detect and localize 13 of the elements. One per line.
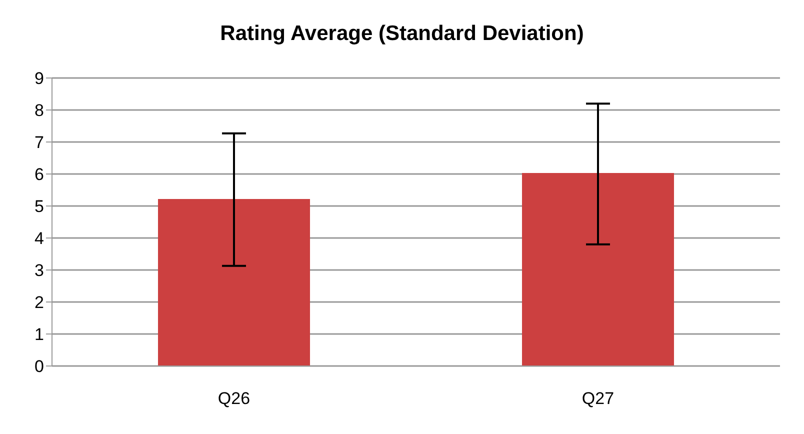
y-tick-label: 7 <box>34 133 44 152</box>
y-tick-label: 3 <box>34 261 44 280</box>
y-tick-label: 5 <box>34 197 44 216</box>
y-tick-label: 0 <box>34 357 44 376</box>
y-tick-label: 9 <box>34 69 44 88</box>
x-tick-label: Q26 <box>218 389 250 408</box>
x-tick-label: Q27 <box>582 389 614 408</box>
y-tick-label: 4 <box>34 229 44 248</box>
y-tick-label: 6 <box>34 165 44 184</box>
y-tick-label: 1 <box>34 325 44 344</box>
y-tick-label: 2 <box>34 293 44 312</box>
y-tick-label: 8 <box>34 101 44 120</box>
chart-title: Rating Average (Standard Deviation) <box>219 21 585 47</box>
